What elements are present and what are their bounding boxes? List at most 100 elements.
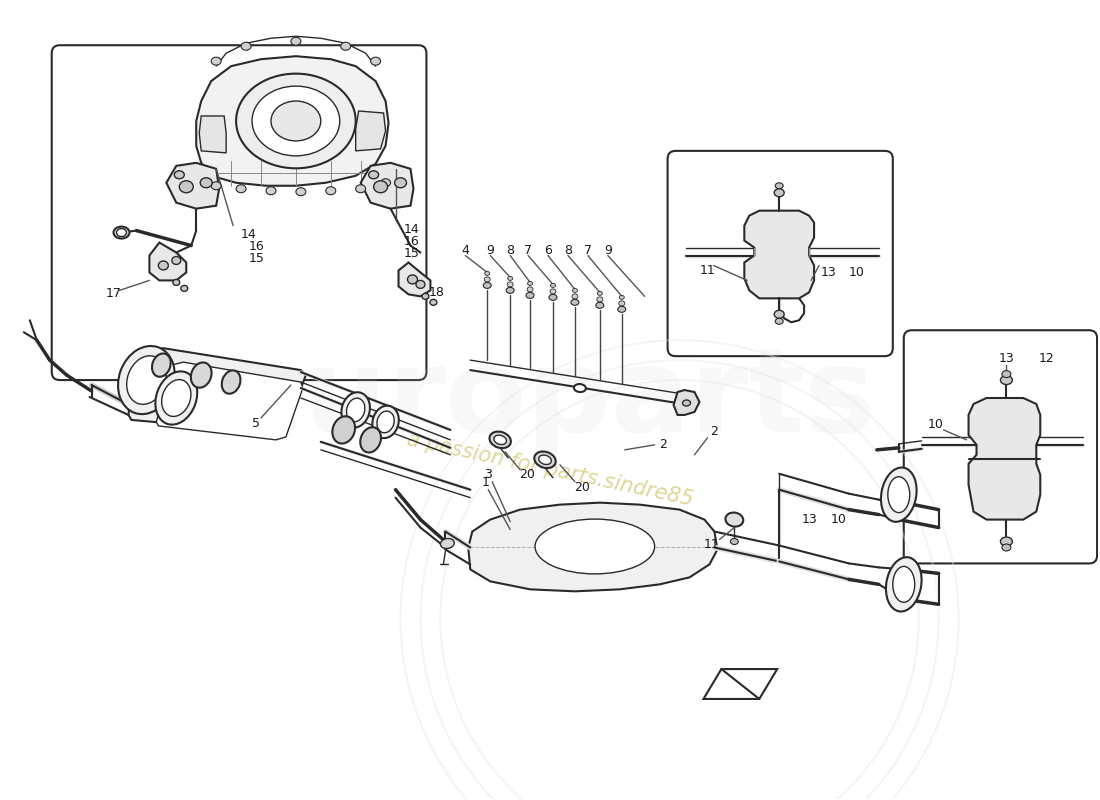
Text: 13: 13 <box>822 266 837 279</box>
FancyBboxPatch shape <box>52 46 427 380</box>
Text: 12: 12 <box>1038 352 1054 365</box>
Polygon shape <box>196 56 388 186</box>
Ellipse shape <box>730 538 738 545</box>
Ellipse shape <box>571 299 579 306</box>
Ellipse shape <box>597 297 603 302</box>
Text: 11: 11 <box>700 264 715 277</box>
Ellipse shape <box>539 455 551 465</box>
Text: a passion for parts.sindre85: a passion for parts.sindre85 <box>405 430 695 510</box>
Ellipse shape <box>252 86 340 156</box>
Text: 2: 2 <box>711 426 718 438</box>
Ellipse shape <box>440 538 454 549</box>
Ellipse shape <box>527 287 534 292</box>
Ellipse shape <box>371 57 381 65</box>
Ellipse shape <box>416 281 425 288</box>
Ellipse shape <box>528 282 532 286</box>
Text: 7: 7 <box>524 244 532 257</box>
Ellipse shape <box>774 189 784 197</box>
Text: 18: 18 <box>428 286 444 299</box>
Text: 10: 10 <box>832 513 847 526</box>
Polygon shape <box>129 348 306 432</box>
Ellipse shape <box>776 182 783 189</box>
Ellipse shape <box>572 288 578 292</box>
Ellipse shape <box>422 294 429 299</box>
Text: 8: 8 <box>564 244 572 257</box>
Text: 11: 11 <box>704 538 719 551</box>
Text: 16: 16 <box>249 240 265 253</box>
Ellipse shape <box>180 286 188 291</box>
Polygon shape <box>199 116 227 153</box>
Ellipse shape <box>211 182 221 190</box>
Ellipse shape <box>126 356 166 404</box>
Text: 4: 4 <box>461 244 470 257</box>
Ellipse shape <box>494 435 506 445</box>
Text: 20: 20 <box>519 468 535 482</box>
Ellipse shape <box>1002 544 1011 551</box>
Ellipse shape <box>596 302 604 308</box>
Text: 15: 15 <box>249 252 265 265</box>
Ellipse shape <box>484 277 491 282</box>
Ellipse shape <box>507 282 513 287</box>
Text: 14: 14 <box>241 228 256 241</box>
Ellipse shape <box>241 42 251 50</box>
Ellipse shape <box>550 289 556 294</box>
Text: 17: 17 <box>106 287 121 300</box>
Text: 8: 8 <box>506 244 514 257</box>
Ellipse shape <box>619 301 625 306</box>
Ellipse shape <box>341 42 351 50</box>
Ellipse shape <box>266 186 276 194</box>
Text: 13: 13 <box>801 513 817 526</box>
Ellipse shape <box>290 38 301 46</box>
Ellipse shape <box>682 400 691 406</box>
Ellipse shape <box>574 384 586 392</box>
Ellipse shape <box>526 292 535 298</box>
Ellipse shape <box>725 513 744 526</box>
Polygon shape <box>166 163 219 209</box>
Ellipse shape <box>1000 537 1012 546</box>
Text: 9: 9 <box>486 244 494 257</box>
Ellipse shape <box>381 178 390 186</box>
Ellipse shape <box>368 170 378 178</box>
Ellipse shape <box>550 283 556 287</box>
Ellipse shape <box>506 287 514 294</box>
Polygon shape <box>968 398 1041 519</box>
Polygon shape <box>355 111 386 151</box>
Ellipse shape <box>113 226 130 238</box>
Ellipse shape <box>158 261 168 270</box>
Ellipse shape <box>490 431 510 448</box>
Ellipse shape <box>373 406 399 438</box>
Text: europarts: europarts <box>224 342 876 458</box>
Ellipse shape <box>236 74 355 168</box>
Ellipse shape <box>173 279 179 286</box>
Polygon shape <box>745 210 814 298</box>
Ellipse shape <box>395 178 407 188</box>
Ellipse shape <box>271 101 321 141</box>
Polygon shape <box>150 242 186 281</box>
Ellipse shape <box>535 519 654 574</box>
Text: 3: 3 <box>484 468 492 482</box>
Ellipse shape <box>296 188 306 196</box>
Text: 2: 2 <box>659 438 667 451</box>
Text: 14: 14 <box>404 223 419 236</box>
Text: 16: 16 <box>404 235 419 248</box>
Text: 10: 10 <box>927 418 944 431</box>
Ellipse shape <box>374 181 387 193</box>
Ellipse shape <box>619 295 624 299</box>
Ellipse shape <box>191 362 211 388</box>
Ellipse shape <box>118 346 175 414</box>
Ellipse shape <box>361 427 381 453</box>
Ellipse shape <box>886 558 922 611</box>
Ellipse shape <box>535 451 556 468</box>
Ellipse shape <box>332 416 355 443</box>
Ellipse shape <box>483 282 492 288</box>
Ellipse shape <box>881 467 916 522</box>
Ellipse shape <box>355 185 365 193</box>
Ellipse shape <box>1000 375 1012 385</box>
Text: 7: 7 <box>584 244 592 257</box>
Polygon shape <box>398 262 430 296</box>
Ellipse shape <box>172 257 180 265</box>
Ellipse shape <box>341 392 370 428</box>
Ellipse shape <box>211 57 221 65</box>
Ellipse shape <box>155 371 197 425</box>
Ellipse shape <box>117 229 126 237</box>
